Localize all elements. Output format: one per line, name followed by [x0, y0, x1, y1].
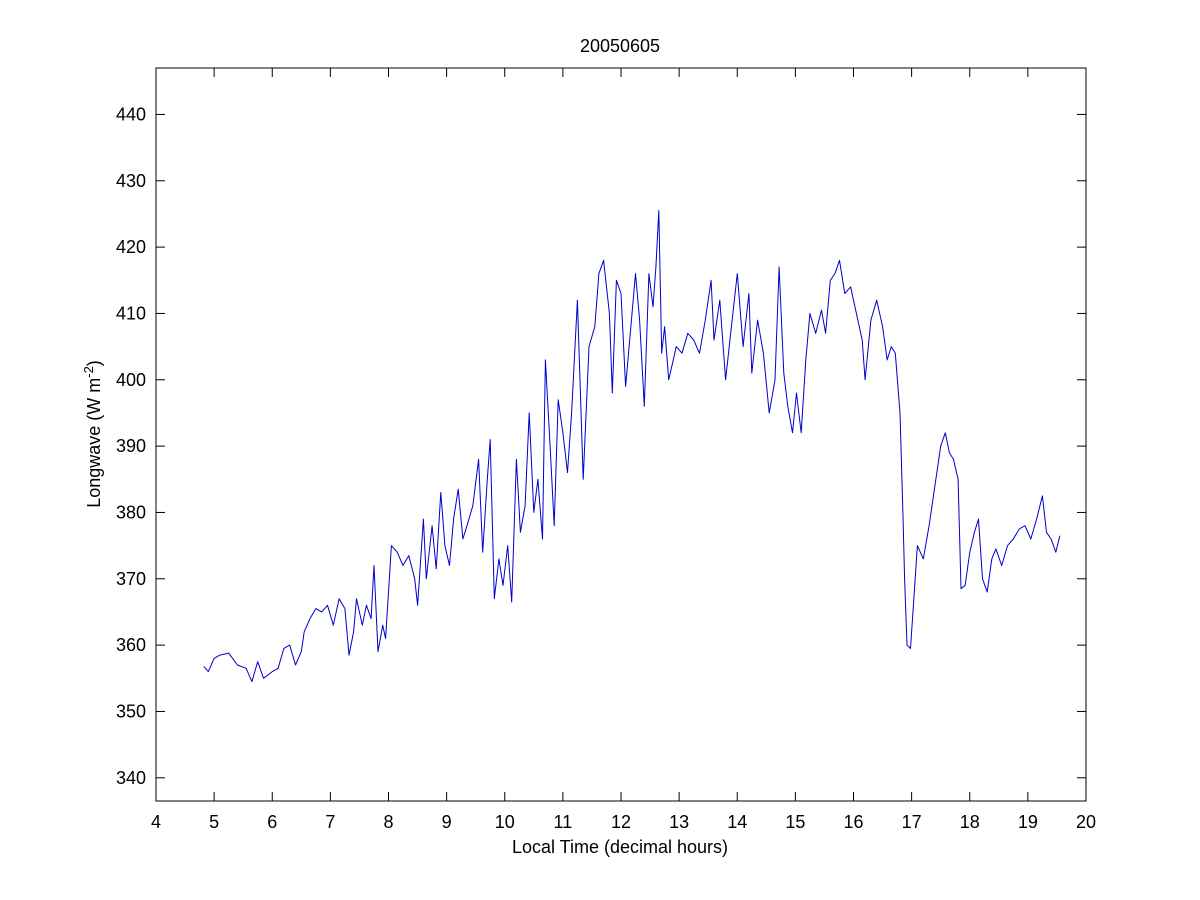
x-tick-label: 14: [727, 812, 747, 832]
x-tick-label: 16: [843, 812, 863, 832]
x-tick-label: 15: [785, 812, 805, 832]
x-tick-label: 17: [902, 812, 922, 832]
x-tick-label: 19: [1018, 812, 1038, 832]
x-tick-label: 6: [267, 812, 277, 832]
x-axis-ticks: 4 5 6 7 8 9 10 11 12 13 14 15 16 17 18 19 20: [151, 68, 1096, 832]
x-tick-label: 4: [151, 812, 161, 832]
y-axis-label: Longwave (W m-2): [81, 360, 104, 508]
y-axis-label-exponent: -2: [81, 366, 96, 378]
series-layer: [203, 210, 1061, 683]
x-tick-label: 18: [960, 812, 980, 832]
y-axis-label-main: Longwave (W m: [84, 378, 104, 508]
x-tick-label: 9: [442, 812, 452, 832]
x-tick-label: 8: [383, 812, 393, 832]
x-tick-label: 13: [669, 812, 689, 832]
y-tick-label: 400: [116, 370, 146, 390]
y-tick-label: 420: [116, 237, 146, 257]
y-tick-label: 370: [116, 569, 146, 589]
y-tick-label: 340: [116, 768, 146, 788]
x-tick-label: 20: [1076, 812, 1096, 832]
y-tick-label: 410: [116, 303, 146, 323]
x-tick-label: 5: [209, 812, 219, 832]
x-tick-label: 7: [325, 812, 335, 832]
series-line: [203, 210, 1061, 683]
x-tick-label: 10: [495, 812, 515, 832]
y-tick-label: 390: [116, 436, 146, 456]
axes-box: [155, 67, 1087, 802]
y-tick-label: 360: [116, 635, 146, 655]
x-tick-label: 12: [611, 812, 631, 832]
y-tick-label: 430: [116, 171, 146, 191]
chart-title: 20050605: [580, 36, 660, 56]
y-axis-label-close: ): [84, 360, 104, 366]
y-tick-label: 380: [116, 502, 146, 522]
y-tick-label: 440: [116, 104, 146, 124]
x-tick-label: 11: [554, 812, 573, 832]
y-tick-label: 350: [116, 701, 146, 721]
y-axis-ticks: 340 350 360 370 380 390 400 410 420 430 440: [116, 104, 1086, 788]
plot-area: 340 350 360 370 380 390 400 410 420 430 440 4 5 6 7 8 9…: [116, 67, 1096, 832]
x-axis-label: Local Time (decimal hours): [512, 837, 728, 857]
